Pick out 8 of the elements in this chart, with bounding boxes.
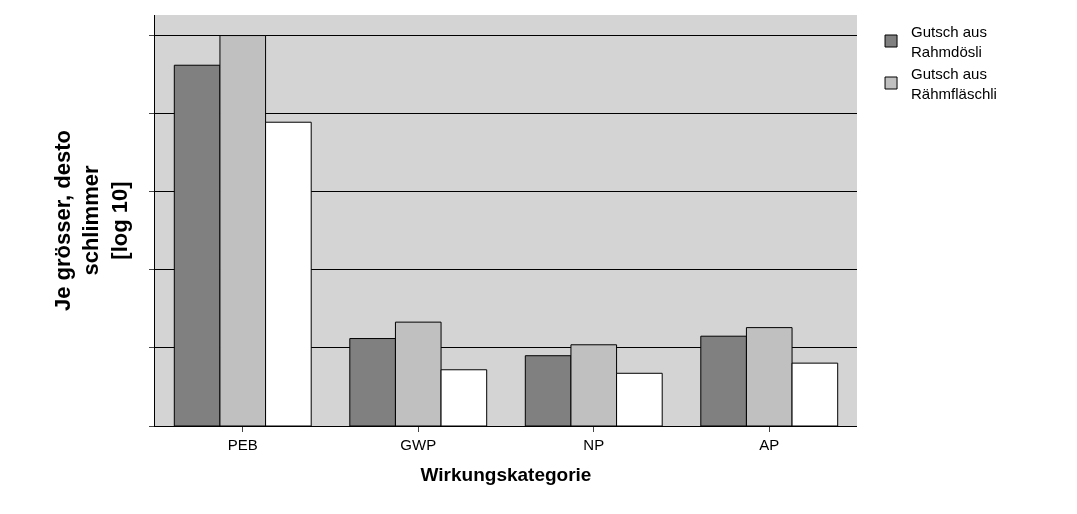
x-tick-label: PEB <box>227 436 258 453</box>
y-axis-title: Je grösser, desto schlimmer [log 10] <box>49 130 132 311</box>
legend-label: Gutsch aus Rahmdösli <box>911 23 987 60</box>
x-tick-label: GWP <box>400 436 437 453</box>
x-axis-title: Wirkungskategorie <box>420 463 592 485</box>
x-tick-label: NP <box>583 436 605 453</box>
x-tick-label: AP <box>759 436 780 453</box>
legend-label: Gutsch aus Rähmfläschli <box>911 65 997 102</box>
